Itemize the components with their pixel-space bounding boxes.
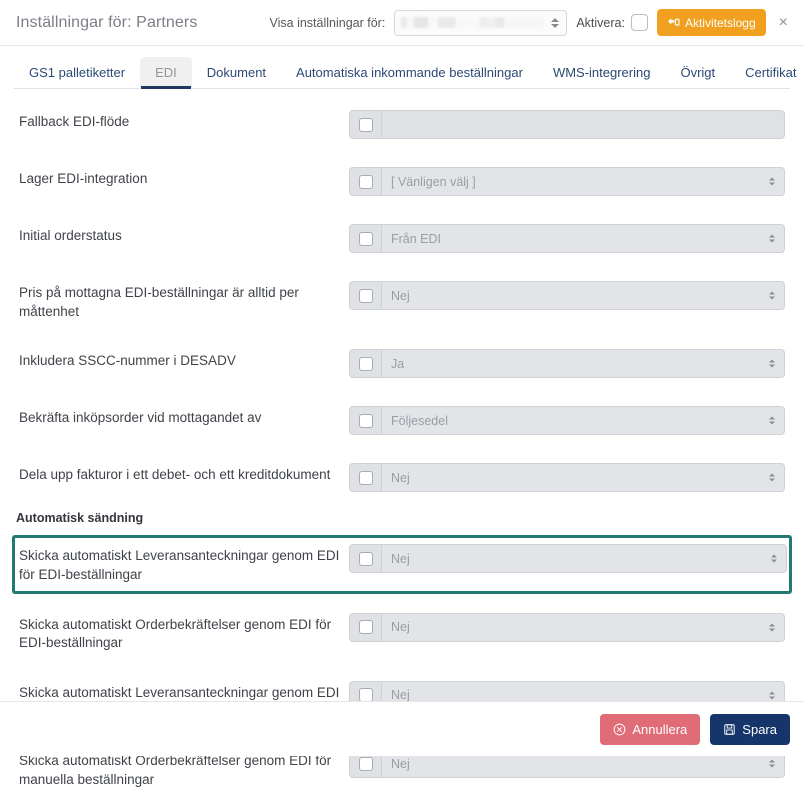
settings-scope-value xyxy=(401,17,545,28)
fallback-edi-flode-input[interactable] xyxy=(382,111,784,138)
auto-leveransanteckningar-edi-group: Nej xyxy=(349,544,787,574)
cancel-button[interactable]: Annullera xyxy=(600,713,701,745)
modal-header: Inställningar för: Partners Visa inställ… xyxy=(0,0,804,46)
chevron-updown-icon xyxy=(767,757,776,770)
form-row: Initial orderstatus Från EDI xyxy=(14,215,790,262)
tab-automatiska-inkommande-bestallningar[interactable]: Automatiska inkommande beställningar xyxy=(296,65,523,80)
field-label: Skicka automatiskt Leveransanteckningar … xyxy=(19,548,340,582)
auto-leveransanteckningar-edi-select[interactable]: Nej xyxy=(382,545,786,573)
chevron-updown-icon xyxy=(767,414,776,427)
fallback-edi-flode-group xyxy=(349,110,785,139)
override-checkbox-addon[interactable] xyxy=(350,111,382,138)
activate-checkbox[interactable] xyxy=(630,14,648,31)
activate-label: Aktivera: xyxy=(576,15,625,30)
override-checkbox xyxy=(358,413,373,428)
tab-bar: GS1 palletiketter EDI Dokument Automatis… xyxy=(14,56,796,89)
tab-certifikat[interactable]: Certifikat xyxy=(745,65,797,80)
override-checkbox-addon[interactable] xyxy=(350,282,382,309)
field-label: Fallback EDI-flöde xyxy=(19,114,130,129)
tab-ovrigt[interactable]: Övrigt xyxy=(680,65,716,80)
chevron-updown-icon xyxy=(767,689,776,702)
settings-form: Fallback EDI-flöde Lager EDI-integration… xyxy=(0,89,804,798)
activity-log-button[interactable]: Aktivitetslogg xyxy=(656,9,766,36)
override-checkbox-addon[interactable] xyxy=(350,350,382,378)
save-button-label: Spara xyxy=(742,721,777,737)
tab-edi[interactable]: EDI xyxy=(140,57,192,89)
field-label: Inkludera SSCC-nummer i DESADV xyxy=(19,353,236,369)
reply-arrow-icon xyxy=(667,17,680,29)
override-checkbox xyxy=(358,231,373,246)
activity-log-label: Aktivitetslogg xyxy=(684,15,756,30)
save-disk-icon xyxy=(723,723,736,736)
override-checkbox xyxy=(358,288,373,303)
form-row: Dela upp fakturor i ett debet- och ett k… xyxy=(14,454,790,501)
override-checkbox-addon[interactable] xyxy=(350,545,382,573)
override-checkbox xyxy=(358,620,373,634)
override-checkbox-addon[interactable] xyxy=(350,168,382,195)
override-checkbox-addon[interactable] xyxy=(350,225,382,252)
inkludera-sscc-group: Ja xyxy=(349,349,785,379)
chevron-updown-icon xyxy=(767,357,776,370)
dela-upp-fakturor-select[interactable]: Nej xyxy=(382,464,784,492)
bekrafta-inkopsorder-select[interactable]: Följesedel xyxy=(382,407,784,435)
field-label: Bekräfta inköpsorder vid mottagandet av xyxy=(19,410,262,426)
override-checkbox xyxy=(358,551,373,566)
override-checkbox-addon[interactable] xyxy=(350,464,382,492)
form-row: Pris på mottagna EDI-beställningar är al… xyxy=(14,272,790,330)
section-heading-automatisk-sandning: Automatisk sändning xyxy=(16,511,144,526)
pris-per-mattenhet-group: Nej xyxy=(349,281,785,310)
form-row: Skicka automatiskt Orderbekräftelser gen… xyxy=(14,604,790,662)
field-label: Pris på mottagna EDI-beställningar är al… xyxy=(19,285,299,319)
form-row-highlighted: Skicka automatiskt Leveransanteckningar … xyxy=(12,535,792,594)
activate-control: Aktivera: xyxy=(576,14,648,31)
field-label: Initial orderstatus xyxy=(19,228,122,243)
chevron-updown-icon xyxy=(767,289,776,302)
override-checkbox-addon[interactable] xyxy=(350,613,382,641)
chevron-updown-icon xyxy=(767,175,776,188)
pris-per-mattenhet-select[interactable]: Nej xyxy=(382,282,784,309)
settings-scope-select[interactable] xyxy=(394,9,568,36)
tab-gs1-palletiketter[interactable]: GS1 palletiketter xyxy=(29,65,126,80)
page-title: Inställningar för: Partners xyxy=(16,13,198,31)
auto-orderbekraftelser-edi-select[interactable]: Nej xyxy=(382,613,784,641)
filter-label: Visa inställningar för: xyxy=(269,15,386,30)
initial-orderstatus-group: Från EDI xyxy=(349,224,785,253)
override-checkbox xyxy=(358,356,373,371)
dela-upp-fakturor-group: Nej xyxy=(349,463,785,493)
cancel-button-label: Annullera xyxy=(632,721,688,737)
chevron-updown-icon xyxy=(769,552,778,565)
header-controls: Visa inställningar för: Aktivera: Aktivi… xyxy=(270,9,791,36)
initial-orderstatus-select[interactable]: Från EDI xyxy=(382,225,784,252)
override-checkbox xyxy=(358,470,373,485)
circle-x-icon xyxy=(613,723,626,736)
bekrafta-inkopsorder-group: Följesedel xyxy=(349,406,785,436)
override-checkbox xyxy=(358,117,373,132)
lager-edi-integration-select[interactable]: [ Vänligen välj ] xyxy=(382,168,784,195)
field-label: Lager EDI-integration xyxy=(19,171,148,186)
tab-dokument[interactable]: Dokument xyxy=(206,65,267,80)
close-icon[interactable]: × xyxy=(778,13,788,31)
chevron-updown-icon xyxy=(550,16,559,30)
lager-edi-integration-group: [ Vänligen välj ] xyxy=(349,167,785,196)
auto-orderbekraftelser-edi-group: Nej xyxy=(349,612,785,642)
override-checkbox xyxy=(358,756,373,771)
tabs-container: GS1 palletiketter EDI Dokument Automatis… xyxy=(0,46,804,89)
form-row: Inkludera SSCC-nummer i DESADV Ja xyxy=(14,340,790,387)
chevron-updown-icon xyxy=(767,471,776,484)
form-row: Bekräfta inköpsorder vid mottagandet av … xyxy=(14,397,790,444)
field-label: Dela upp fakturor i ett debet- och ett k… xyxy=(19,467,331,483)
chevron-updown-icon xyxy=(767,232,776,245)
inkludera-sscc-select[interactable]: Ja xyxy=(382,350,784,378)
override-checkbox-addon[interactable] xyxy=(350,407,382,435)
tab-wms-integrering[interactable]: WMS-integrering xyxy=(552,65,651,80)
field-label: Skicka automatiskt Orderbekräftelser gen… xyxy=(19,616,332,651)
form-row: Lager EDI-integration [ Vänligen välj ] xyxy=(14,158,790,205)
save-button[interactable]: Spara xyxy=(710,713,790,745)
modal-footer: Annullera Spara xyxy=(0,701,804,756)
override-checkbox xyxy=(358,174,373,189)
form-row: Fallback EDI-flöde xyxy=(14,101,790,148)
chevron-updown-icon xyxy=(767,621,776,634)
